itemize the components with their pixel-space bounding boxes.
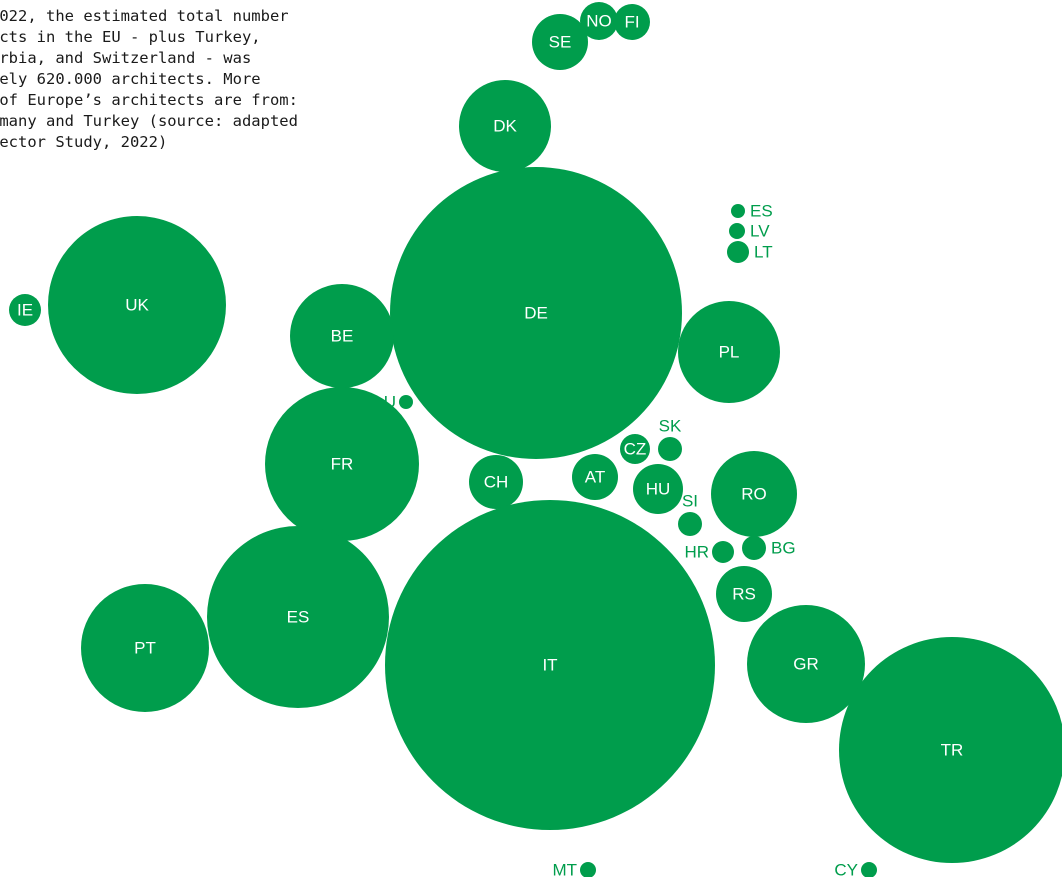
bubble-label-ro: RO (741, 485, 767, 504)
bubble-label-rs: RS (732, 585, 756, 604)
bubble-label-pt: PT (134, 639, 156, 658)
bubble-label-gr: GR (793, 655, 819, 674)
bubble-dk (459, 80, 551, 172)
bubble-pt (81, 584, 209, 712)
bubble-se (532, 14, 588, 70)
bubble-fr (265, 387, 419, 541)
bubble-label-hr: HR (684, 543, 709, 562)
bubble-uk (48, 216, 226, 394)
bubble-ch (469, 455, 523, 509)
bubble-lu (399, 395, 413, 409)
bubble-label-fr: FR (331, 455, 354, 474)
bubble-ro (711, 451, 797, 537)
bubble-at (572, 454, 618, 500)
intro-line: of Europe’s architects are from: (0, 91, 298, 109)
bubble-es (731, 204, 745, 218)
bubble-label-de: DE (524, 304, 548, 323)
bubble-sk (658, 437, 682, 461)
bubble-label-be: BE (331, 327, 354, 346)
bubble-label-hu: HU (646, 480, 671, 499)
bubble-hu (633, 464, 683, 514)
bubble-label-sk: SK (659, 417, 682, 436)
bubble-label-es: ES (750, 202, 773, 221)
bubble-label-pl: PL (719, 343, 740, 362)
intro-line: rmany and Turkey (source: adapted (0, 112, 298, 130)
bubble-it (385, 500, 715, 830)
bubble-pl (678, 301, 780, 403)
bubble-be (290, 284, 394, 388)
bubble-lt (727, 241, 749, 263)
intro-line: erbia, and Switzerland - was (0, 49, 252, 67)
bubble-de (390, 167, 682, 459)
bubble-gr (747, 605, 865, 723)
bubble-cy (861, 862, 877, 877)
bubble-label-fi: FI (624, 13, 639, 32)
bubble-label-lt: LT (754, 243, 773, 262)
bubble-fi (614, 4, 650, 40)
bubble-rs (716, 566, 772, 622)
intro-line: 2022, the estimated total number (0, 7, 289, 25)
bubble-label-tr: TR (941, 741, 964, 760)
intro-text: 2022, the estimated total number ects in… (0, 6, 410, 153)
bubble-tr (839, 637, 1062, 863)
bubble-es (207, 526, 389, 708)
bubble-si (678, 512, 702, 536)
bubble-label-cz: CZ (624, 440, 647, 459)
bubble-label-lv: LV (750, 222, 770, 241)
bubble-label-uk: UK (125, 296, 149, 315)
bubble-label-mt: MT (552, 861, 577, 877)
bubble-bg (742, 536, 766, 560)
bubble-label-no: NO (586, 12, 612, 31)
bubble-hr (712, 541, 734, 563)
bubble-no (580, 2, 618, 40)
bubble-lv (729, 223, 745, 239)
bubble-label-ie: IE (17, 301, 33, 320)
bubble-label-cy: CY (834, 861, 858, 877)
bubble-label-at: AT (585, 468, 605, 487)
bubble-label-it: IT (542, 656, 557, 675)
intro-line: tely 620.000 architects. More (0, 70, 261, 88)
bubble-label-es: ES (287, 608, 310, 627)
intro-line: Sector Study, 2022) (0, 133, 168, 151)
bubble-label-bg: BG (771, 539, 796, 558)
bubble-mt (580, 862, 596, 877)
intro-line: ects in the EU - plus Turkey, (0, 28, 261, 46)
bubble-label-se: SE (549, 33, 572, 52)
bubble-label-si: SI (682, 492, 698, 511)
bubble-cz (620, 434, 650, 464)
bubble-ie (9, 294, 41, 326)
bubble-label-dk: DK (493, 117, 517, 136)
bubble-label-ch: CH (484, 473, 509, 492)
